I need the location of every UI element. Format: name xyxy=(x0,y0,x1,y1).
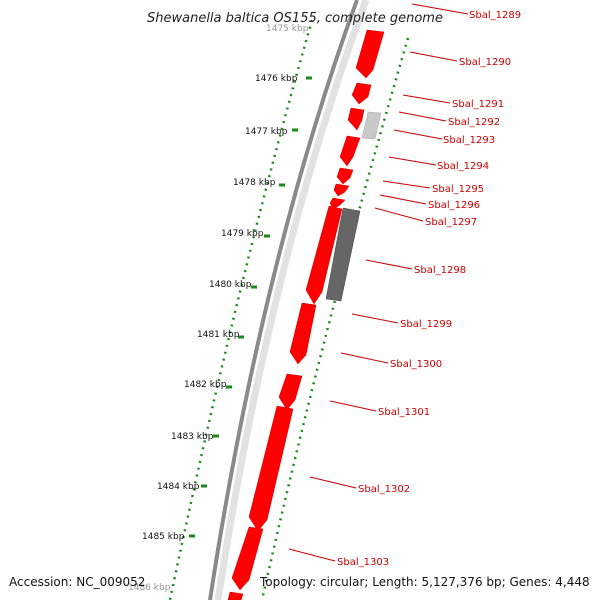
gene-arrow xyxy=(231,526,264,591)
gene-arrow xyxy=(333,183,350,197)
gene-arrow xyxy=(355,29,385,79)
gene-label: Sbal_1302 xyxy=(358,484,410,495)
gene-arrow xyxy=(339,135,361,167)
gene-arrow xyxy=(248,405,294,532)
gene-arrow xyxy=(329,197,346,210)
gene-label: Sbal_1291 xyxy=(452,99,504,110)
gene-arrow xyxy=(305,205,343,305)
gene-label: Sbal_1294 xyxy=(437,161,489,172)
gene-label: Sbal_1301 xyxy=(378,407,430,418)
ruler-label: 1478 kbp xyxy=(233,178,276,188)
ruler-label: 1481 kbp xyxy=(197,330,240,340)
gene-arrow xyxy=(351,82,372,105)
gene-label: Sbal_1298 xyxy=(414,265,466,276)
ruler-label: 1476 kbp xyxy=(255,74,298,84)
backbone-inner xyxy=(208,0,359,600)
gene-label: Sbal_1303 xyxy=(337,557,389,568)
gene-label: Sbal_1289 xyxy=(469,10,521,21)
ruler-label: 1475 kbp xyxy=(266,24,309,34)
ruler-label: 1483 kbp xyxy=(171,432,214,442)
backbone-outer xyxy=(214,0,370,600)
ruler-labels: 1475 kbp 1476 kbp 1477 kbp 1478 kbp 1479… xyxy=(128,24,309,593)
gene-label: Sbal_1295 xyxy=(432,184,484,195)
gene-label: Sbal_1299 xyxy=(400,319,452,330)
gene-labels: Sbal_1289 Sbal_1290 Sbal_1291 Sbal_1292 … xyxy=(337,10,521,568)
gene-arrow xyxy=(278,373,303,411)
gene-arrow xyxy=(347,107,365,131)
gene-arrow xyxy=(227,591,244,600)
gene-label: Sbal_1297 xyxy=(425,217,477,228)
gene-arrows xyxy=(227,29,385,600)
gene-arrow xyxy=(336,167,354,185)
gene-label: Sbal_1292 xyxy=(448,117,500,128)
feature-grey-light xyxy=(361,111,382,140)
gene-label: Sbal_1290 xyxy=(459,57,511,68)
accession-text: Accession: NC_009052 xyxy=(9,575,145,589)
ruler-label: 1486 kbp xyxy=(128,583,171,593)
map-title: Shewanella baltica OS155, complete genom… xyxy=(147,11,443,26)
gene-label: Sbal_1300 xyxy=(390,359,442,370)
ruler-label: 1480 kbp xyxy=(209,280,252,290)
gene-label: Sbal_1293 xyxy=(443,135,495,146)
gene-label: Sbal_1296 xyxy=(428,200,480,211)
ruler-label: 1479 kbp xyxy=(221,229,264,239)
ruler-label: 1482 kbp xyxy=(184,380,227,390)
label-leaders xyxy=(288,3,469,562)
ruler-label: 1485 kbp xyxy=(142,532,185,542)
genome-summary-text: Topology: circular; Length: 5,127,376 bp… xyxy=(259,575,590,589)
ruler-label: 1484 kbp xyxy=(157,482,200,492)
feature-grey-dark xyxy=(325,207,361,302)
gene-arrow xyxy=(289,302,317,365)
ruler-label: 1477 kbp xyxy=(245,127,288,137)
ruler-circle-outer xyxy=(168,19,314,600)
ruler-ticks xyxy=(189,76,312,538)
